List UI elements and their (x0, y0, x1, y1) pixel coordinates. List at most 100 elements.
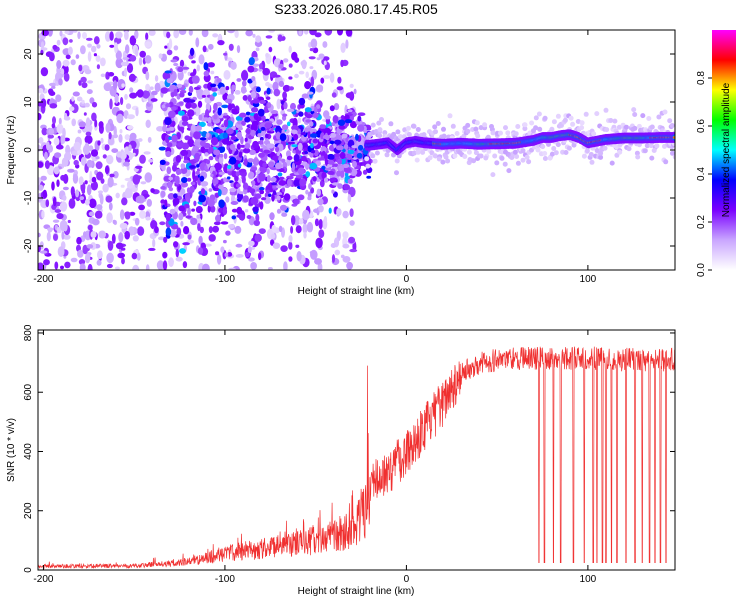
spectrogram-cell (132, 235, 139, 242)
spectrogram-cell (626, 146, 632, 152)
spectrogram-cell (222, 138, 229, 145)
spectrogram-cell (394, 158, 400, 164)
spectrogram-cell (250, 91, 257, 99)
spectrogram-cell (71, 118, 76, 127)
spectrogram-cell (259, 136, 264, 142)
spectrogram-cell (298, 70, 305, 75)
spectrogram-cell (282, 84, 291, 92)
spectrogram-cell (255, 35, 262, 43)
spectrogram-cell (249, 171, 255, 178)
spectrogram-cell (309, 121, 314, 127)
spectrogram-cell (107, 176, 114, 188)
spectrogram-cell (297, 117, 302, 124)
spectrogram-cell (522, 122, 528, 128)
spectrogram-cell (112, 133, 118, 139)
spectrogram-cell (193, 131, 201, 140)
spectrogram-cell (84, 102, 90, 108)
spectrogram-cell (542, 151, 548, 156)
spectrogram-cell (265, 189, 270, 193)
spectrogram-cell (286, 121, 291, 127)
spectrogram-cell (367, 132, 373, 138)
spectrogram-cell (229, 156, 237, 165)
spectrogram-cell (62, 195, 67, 201)
spectrogram-cell (302, 223, 308, 234)
spectrogram-cell (91, 45, 97, 53)
spectrogram-cell (47, 134, 54, 139)
spectrogram-cell (63, 173, 69, 184)
spectrogram-cell (269, 166, 277, 170)
spectrogram-cell (583, 111, 589, 117)
spectrogram-cell (414, 157, 420, 163)
spectrogram-cell (226, 57, 233, 62)
spectrogram-cell (250, 166, 257, 171)
spectrogram-cell (212, 92, 217, 97)
spectrogram-cell (257, 133, 262, 138)
spectrogram-cell (272, 81, 279, 92)
spectrogram-cell (187, 234, 192, 240)
spectrogram-cell (98, 121, 104, 129)
spectrogram-cell (654, 143, 660, 149)
spectrogram-cell (304, 81, 312, 90)
spectrogram-cell (187, 177, 192, 182)
spectrogram-cell (64, 261, 71, 269)
spectrogram-cell (124, 93, 128, 100)
spectrogram-cell (192, 68, 197, 76)
spectrogram-cell (566, 145, 572, 151)
spectrogram-cell (184, 135, 191, 141)
spectrogram-cell (551, 119, 557, 125)
spectrogram-cell (427, 155, 433, 161)
spectrogram-cell (120, 184, 125, 188)
spectrogram-cell (210, 205, 216, 213)
spectrogram-cell (524, 154, 530, 160)
spectrogram-cell (49, 103, 58, 109)
spectrogram-cell (135, 165, 143, 169)
spectrogram-cell (242, 195, 249, 203)
spectrogram-cell (92, 218, 100, 226)
spectrogram-cell (324, 115, 331, 120)
spectrogram-cell (542, 115, 548, 121)
spectrogram-cell (197, 100, 203, 108)
spectrogram-cell (288, 241, 293, 250)
spectrogram-cell (286, 108, 295, 112)
spectrogram-cell (344, 104, 348, 116)
spectrogram-cell (331, 254, 336, 263)
spectrogram-cell (124, 230, 130, 240)
spectrogram-cell (136, 252, 141, 261)
spectrogram-cell (72, 30, 78, 33)
spectrogram-cell (229, 187, 237, 193)
spectrogram-cell (67, 168, 75, 173)
spectrogram-cell (394, 170, 399, 176)
spectrogram-cell (90, 231, 97, 238)
spectrogram-cell (537, 126, 543, 132)
spectrogram-cell (584, 148, 590, 154)
spectrogram-cell (612, 118, 618, 124)
spectrogram-cell (168, 257, 174, 268)
spectrogram-cell (276, 119, 283, 125)
spectrogram-cell (190, 124, 197, 132)
spectrogram-cell (215, 214, 221, 222)
spectrogram-cell (104, 144, 110, 151)
spectrogram-cell (192, 145, 200, 152)
spectrogram-cell (195, 37, 200, 48)
spectrogram-cell (631, 107, 637, 113)
snr-xtick-label: 100 (580, 574, 597, 585)
spectrogram-cell (397, 134, 403, 140)
spectrogram-cell (223, 239, 227, 244)
spectrogram-cell (314, 32, 322, 38)
spectrogram-cell (314, 106, 318, 114)
spectrogram-cell (287, 141, 296, 145)
spectrogram-cell (244, 209, 249, 213)
spectrogram-cell (123, 161, 130, 167)
spectrogram-cell (259, 63, 263, 70)
spectrogram-cell (616, 124, 622, 130)
spectrogram-cell (347, 178, 353, 185)
spectrogram-cell (555, 142, 561, 148)
spectrogram-cell (217, 184, 224, 190)
spectrogram-cell (512, 149, 518, 155)
spectrogram-cell (165, 103, 171, 108)
spectrogram-cell (231, 84, 236, 91)
spectrogram-cell (533, 125, 539, 131)
spectrogram-cell (166, 31, 171, 39)
spectrogram-cell (51, 85, 56, 89)
spectrogram-cell (151, 90, 158, 96)
